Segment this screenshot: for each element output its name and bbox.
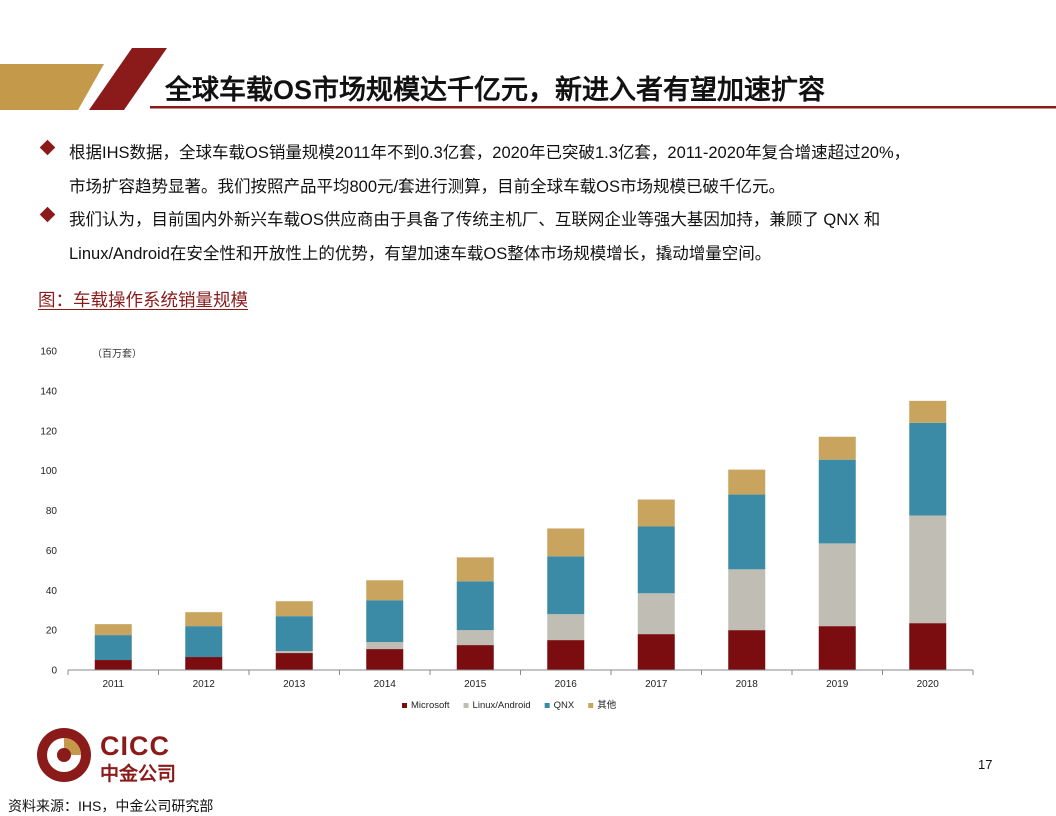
y-tick-label: 0 (51, 666, 57, 677)
bar-segment (637, 499, 675, 527)
page-number: 17 (978, 757, 993, 772)
bullet-2-line-1: 我们认为，目前国内外新兴车载OS供应商由于具备了传统主机厂、互联网企业等强大基因… (69, 211, 881, 229)
bullet-2-line-2: Linux/Android在安全性和开放性上的优势，有望加速车载OS整体市场规模… (69, 245, 772, 263)
bar-segment (728, 630, 766, 670)
bar-segment (185, 657, 223, 670)
title-band-red-stripe (89, 48, 167, 110)
bar-segment (547, 556, 585, 615)
y-tick-label: 80 (46, 506, 58, 517)
y-tick-label: 160 (40, 347, 57, 358)
bar-segment (185, 612, 223, 627)
legend-swatch (588, 703, 594, 708)
bar-segment (366, 642, 404, 650)
y-tick-label: 140 (40, 386, 57, 397)
bar-segment (366, 600, 404, 643)
slide-title: 全球车载OS市场规模达千亿元，新进入者有望加速扩容 (165, 75, 826, 105)
title-band-shapes (0, 48, 1056, 110)
x-axis: 2011 2012 2013 2014 2015 2016 2017 2018 2019 2020 (67, 669, 974, 690)
bar-segment (728, 469, 766, 495)
legend-swatch (463, 703, 469, 708)
bar-segment (637, 634, 675, 670)
bar-segment (909, 515, 947, 624)
legend-swatch (544, 703, 550, 708)
bar-segment (366, 580, 404, 601)
bar-segment (94, 635, 132, 661)
x-tick-label: 2013 (283, 679, 306, 690)
bar-segment (275, 616, 313, 652)
bar-segment (94, 660, 132, 670)
bar-segment (456, 645, 494, 670)
logo-text-cn: 中金公司 (100, 764, 177, 785)
bullet-1-line-1: 根据IHS数据，全球车载OS销量规模2011年不到0.3亿套，2020年已突破1… (69, 144, 911, 162)
title-underline (150, 106, 1056, 109)
title-band-gold-shape (0, 64, 104, 110)
y-tick-label: 100 (40, 466, 57, 477)
x-tick-label: 2016 (555, 679, 578, 690)
y-tick-label: 40 (46, 586, 58, 597)
bar-segment (637, 593, 675, 635)
bar-segment (366, 649, 404, 670)
bar-segment (728, 569, 766, 631)
bar-segment (909, 400, 947, 423)
bar-segment (94, 624, 132, 636)
bar-segment (818, 626, 856, 670)
legend-label: QNX (554, 700, 575, 711)
bar-segment (909, 422, 947, 516)
bar-segment (728, 494, 766, 570)
x-tick-label: 2018 (736, 679, 759, 690)
bar-segment (456, 581, 494, 631)
bar-segment (456, 630, 494, 646)
bar-segment (818, 459, 856, 544)
bar-segment (547, 640, 585, 670)
unit-label: （百万套） (92, 347, 142, 360)
logo-text-en: CICC (100, 731, 170, 761)
x-tick-label: 2014 (374, 679, 397, 690)
legend: Microsoft Linux/Android QNX 其他 (402, 699, 617, 711)
bar-segment (456, 557, 494, 582)
bar-segment (547, 528, 585, 557)
diamond-bullet-icon (39, 139, 56, 156)
diamond-bullet-icon (39, 206, 56, 223)
legend-swatch (402, 703, 407, 708)
y-tick-label: 60 (46, 546, 58, 557)
x-tick-label: 2015 (464, 679, 487, 690)
bar-segment (818, 436, 856, 460)
bar-segment (637, 526, 675, 594)
bar-segment (275, 651, 313, 654)
bar-segment (818, 543, 856, 627)
x-tick-label: 2019 (826, 679, 849, 690)
bullet-1-line-2: 市场扩容趋势显著。我们按照产品平均800元/套进行测算，目前全球车载OS市场规模… (69, 178, 785, 196)
bullet-1-text: 根据IHS数据，全球车载OS销量规模2011年不到0.3亿套，2020年已突破1… (69, 136, 1039, 204)
x-tick-label: 2012 (193, 679, 216, 690)
bar-segment (547, 614, 585, 641)
source-note: 资料来源：IHS，中金公司研究部 (8, 798, 214, 814)
y-axis: 0 20 40 60 80 100 120 140 160 (40, 347, 57, 677)
legend-label: 其他 (597, 699, 617, 711)
bar-segment (909, 623, 947, 670)
x-tick-label: 2017 (645, 679, 668, 690)
x-tick-label: 2011 (102, 679, 124, 690)
bullet-2-text: 我们认为，目前国内外新兴车载OS供应商由于具备了传统主机厂、互联网企业等强大基因… (69, 203, 1039, 271)
x-tick-label: 2020 (917, 679, 940, 690)
bar-segment (275, 601, 313, 617)
bars-group (94, 400, 947, 670)
figure-title: 图：车载操作系统销量规模 (38, 290, 248, 310)
y-tick-label: 120 (40, 426, 57, 437)
cicc-logo-icon (37, 728, 91, 782)
legend-label: Linux/Android (473, 700, 531, 711)
title-band (0, 48, 1056, 110)
y-tick-label: 20 (46, 626, 58, 637)
legend-label: Microsoft (411, 700, 450, 711)
bar-segment (275, 653, 313, 670)
bar-segment (185, 626, 223, 658)
